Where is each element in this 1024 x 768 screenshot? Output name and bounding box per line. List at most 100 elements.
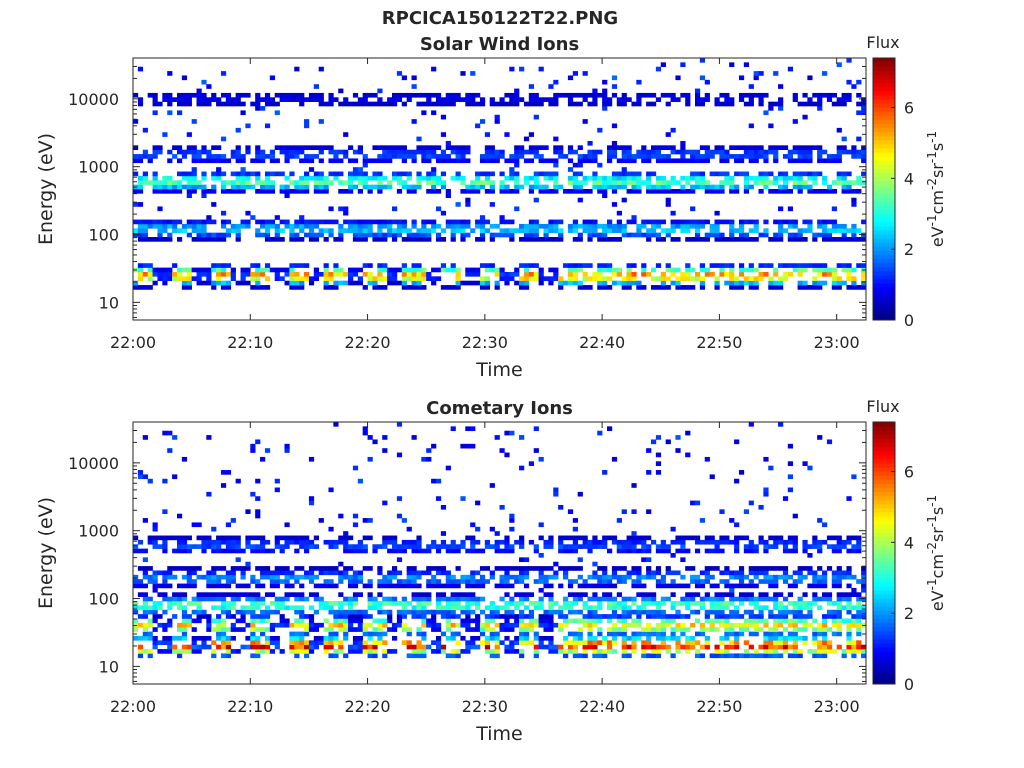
heatmap-cell [133, 219, 139, 225]
heatmap-cell [172, 97, 178, 102]
heatmap-cell [763, 574, 769, 580]
heatmap-cell [377, 158, 383, 164]
heatmap-cell [553, 189, 559, 194]
heatmap-cell [553, 570, 559, 576]
heatmap-cell [826, 189, 833, 194]
heatmap-cell [348, 219, 354, 225]
heatmap-cell [186, 544, 192, 549]
colorbar-unit-label: eV-1cm-2sr-1s-1 [925, 131, 947, 247]
heatmap-cell [611, 280, 618, 286]
heatmap-cell [709, 223, 715, 229]
heatmap-cell [401, 605, 407, 611]
colorbar-step [873, 111, 895, 116]
heatmap-cell [401, 609, 407, 615]
heatmap-cell [611, 570, 618, 576]
heatmap-cell [304, 627, 310, 632]
heatmap-cell [142, 570, 148, 576]
heatmap-cell [558, 614, 564, 619]
heatmap-cell [665, 132, 671, 137]
heatmap-cell [817, 574, 823, 580]
heatmap-cell [264, 154, 271, 159]
heatmap-cell [328, 635, 334, 641]
heatmap-cell [699, 154, 706, 159]
heatmap-cell [587, 232, 593, 238]
heatmap-cell [382, 175, 388, 181]
heatmap-cell [152, 579, 158, 584]
heatmap-cell [147, 276, 153, 281]
heatmap-cell [313, 574, 319, 580]
heatmap-cell [494, 544, 500, 549]
heatmap-cell [264, 101, 271, 107]
heatmap-cell [607, 649, 613, 654]
heatmap-cell [167, 535, 173, 541]
heatmap-cell [382, 237, 388, 242]
heatmap-cell [465, 197, 471, 203]
heatmap-cell [743, 548, 750, 554]
heatmap-cell [836, 574, 842, 580]
heatmap-cell [162, 535, 168, 541]
heatmap-cell [377, 635, 383, 641]
heatmap-cell [440, 531, 447, 536]
heatmap-cell [352, 92, 359, 98]
heatmap-cell [284, 184, 290, 190]
heatmap-cell [675, 548, 681, 554]
heatmap-cell [690, 175, 696, 181]
heatmap-cell [665, 644, 671, 650]
heatmap-cell [333, 422, 339, 427]
heatmap-cell [621, 285, 627, 290]
heatmap-cell [313, 271, 319, 277]
heatmap-cell [753, 154, 759, 159]
heatmap-cell [181, 548, 188, 554]
heatmap-cell [558, 145, 564, 150]
heatmap-cell [260, 566, 266, 571]
heatmap-cell [196, 267, 202, 273]
heatmap-cell [626, 154, 632, 159]
heatmap-cell [807, 171, 813, 177]
heatmap-cell [206, 592, 212, 597]
heatmap-cell [519, 601, 525, 606]
heatmap-cell [382, 640, 388, 645]
heatmap-cell [201, 228, 207, 233]
heatmap-cell [611, 175, 618, 181]
heatmap-cell [782, 596, 789, 602]
heatmap-cell [836, 605, 842, 611]
heatmap-cell [553, 219, 559, 225]
heatmap-cell [533, 644, 539, 650]
heatmap-cell [509, 640, 515, 645]
heatmap-cell [269, 579, 276, 584]
heatmap-cell [455, 605, 461, 611]
heatmap-cell [631, 583, 637, 589]
heatmap-cell [621, 180, 627, 185]
heatmap-cell [768, 635, 774, 641]
heatmap-cell [220, 566, 227, 571]
heatmap-cell [836, 285, 842, 290]
heatmap-cell [831, 601, 837, 606]
heatmap-cell [186, 644, 192, 650]
heatmap-cell [279, 219, 285, 225]
heatmap-cell [616, 145, 622, 150]
heatmap-cell [260, 180, 266, 185]
heatmap-cell [602, 596, 608, 602]
heatmap-cell [660, 644, 666, 650]
heatmap-cell [279, 92, 285, 98]
heatmap-cell [445, 285, 451, 290]
heatmap-cell [455, 271, 461, 277]
heatmap-cell [299, 583, 305, 589]
heatmap-cell [279, 570, 285, 576]
heatmap-cell [719, 180, 725, 185]
heatmap-cell [186, 193, 192, 199]
heatmap-cell [704, 596, 710, 602]
heatmap-cell [538, 184, 544, 190]
heatmap-cell [216, 535, 222, 541]
heatmap-cell [440, 539, 447, 545]
heatmap-cell [406, 92, 412, 98]
heatmap-cell [220, 71, 227, 76]
heatmap-cell [162, 189, 168, 194]
heatmap-cell [670, 189, 676, 194]
heatmap-cell [646, 180, 652, 185]
heatmap-cell [479, 154, 486, 159]
heatmap-cell [460, 280, 466, 286]
heatmap-cell [636, 171, 642, 177]
heatmap-cell [357, 635, 363, 641]
heatmap-cell [348, 566, 354, 571]
